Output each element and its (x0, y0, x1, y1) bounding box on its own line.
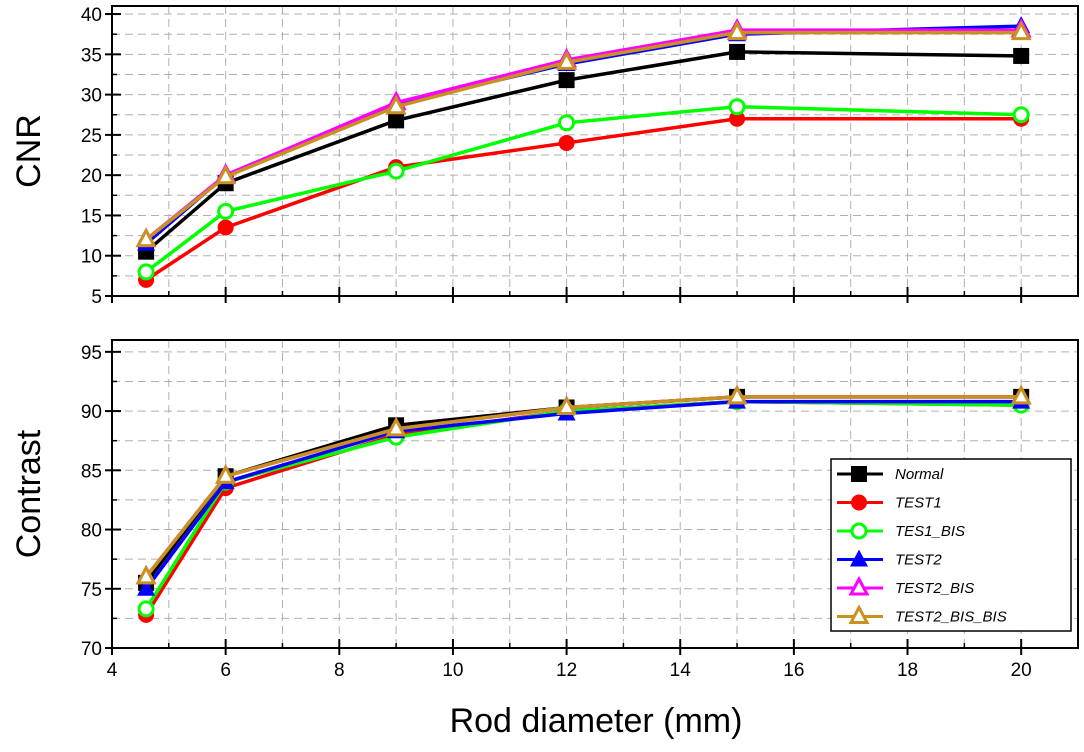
y-tick-label: 95 (81, 343, 102, 364)
data-point-tes1-bis (558, 114, 576, 132)
data-point-test2 (137, 578, 156, 596)
data-point-test2-bis-bis (556, 50, 578, 70)
data-point-test2-bis-bis (726, 20, 748, 41)
y-axis-label: CNR (10, 114, 48, 188)
x-tick-label: 18 (897, 660, 918, 681)
y-tick-label: 40 (81, 5, 102, 26)
data-point-test1 (558, 134, 575, 151)
legend-label: TEST2 (895, 552, 942, 569)
x-tick-label: 10 (442, 660, 463, 681)
series-line-test2-bis-bis (145, 30, 1022, 241)
legend-label: Normal (895, 466, 944, 483)
data-point-tes1-bis (1012, 106, 1030, 124)
legend-item-test2-bis-bis: TEST2_BIS_BIS (837, 604, 1007, 626)
y-tick-label: 85 (81, 461, 102, 482)
y-tick-label: 25 (81, 126, 102, 147)
data-point-test1 (217, 219, 234, 236)
data-point-tes1-bis (217, 202, 235, 220)
panel-contrast: 70 75 80 85 90 95 4 6 8 10 12 14 16 18 20 Contrast Rod d… (10, 339, 1079, 740)
x-tick-label: 16 (783, 660, 804, 681)
legend-marker (850, 522, 868, 540)
data-point-test2-bis-bis (385, 94, 407, 115)
data-point-test2-bis-bis (1010, 384, 1032, 405)
y-tick-label: 75 (81, 580, 102, 601)
series-tes1-bis (137, 98, 1030, 281)
y-tick-label: 5 (91, 287, 102, 308)
data-point-test2-bis-bis (556, 395, 578, 416)
legend-item-tes1-bis: TES1_BIS (837, 522, 965, 540)
data-point-test2-bis-bis (726, 384, 748, 405)
legend-marker (848, 575, 870, 596)
data-point-tes1-bis (137, 600, 155, 618)
y-tick-label: 15 (81, 206, 102, 227)
data-point-tes1-bis (728, 98, 746, 116)
x-axis-label: Rod diameter (mm) (450, 702, 743, 740)
legend-label: TEST1 (895, 495, 942, 512)
data-point-normal (1013, 47, 1030, 64)
x-tick-label: 20 (1011, 660, 1032, 681)
legend-label: TES1_BIS (895, 523, 965, 540)
legend-item-test2: TEST2 (837, 549, 942, 569)
data-point-normal (388, 112, 405, 129)
legend-marker (851, 494, 867, 511)
series-normal (138, 43, 1030, 260)
legend-item-normal: Normal (837, 466, 944, 483)
panel-cnr: 5 10 15 20 25 30 35 40 CNR (10, 5, 1079, 308)
data-point-normal (558, 72, 575, 89)
data-point-normal (729, 43, 746, 60)
y-axis-label: Contrast (10, 429, 48, 558)
series-line-normal (144, 50, 1022, 254)
x-tick-label: 8 (334, 660, 345, 681)
data-point-test2-bis-bis (215, 464, 237, 484)
legend: Normal TEST1 TES1_BIS TEST2 TEST2_BIS TEST2_B… (830, 458, 1072, 632)
data-point-test2-bis-bis (385, 416, 407, 437)
data-point-test2-bis-bis (1010, 20, 1032, 41)
y-tick-label: 80 (81, 521, 102, 542)
y-tick-label: 30 (81, 86, 102, 107)
legend-item-test2-bis: TEST2_BIS (837, 575, 974, 597)
series-line-test2 (144, 399, 1022, 590)
series-line-test1 (145, 117, 1022, 282)
data-point-test2-bis-bis (135, 227, 157, 248)
legend-label: TEST2_BIS_BIS (895, 609, 1007, 626)
y-tick-label: 90 (81, 402, 102, 423)
series-line-tes1-bis (145, 104, 1022, 274)
y-tick-label: 35 (81, 45, 102, 66)
legend-item-test1: TEST1 (837, 494, 942, 512)
x-tick-label: 14 (670, 660, 692, 681)
x-tick-label: 6 (220, 660, 231, 681)
y-tick-label: 70 (81, 639, 102, 660)
y-tick-label: 20 (81, 166, 102, 187)
legend-box (830, 458, 1072, 632)
x-tick-label: 12 (556, 660, 577, 681)
x-tick-label: 4 (107, 660, 118, 681)
legend-marker (850, 549, 868, 567)
legend-marker (851, 466, 867, 482)
series-line-test2-bis-bis (144, 395, 1022, 579)
y-tick-label: 10 (81, 247, 102, 268)
legend-marker (848, 604, 870, 624)
data-point-test2-bis-bis (215, 164, 237, 185)
plot-frame (111, 5, 1079, 297)
data-point-tes1-bis (137, 263, 155, 281)
series-test2-bis-bis (135, 384, 1032, 585)
legend-label: TEST2_BIS (895, 580, 974, 597)
plot-frame (111, 339, 1079, 649)
series-test2-bis-bis (135, 20, 1032, 248)
data-point-test2-bis-bis (135, 564, 157, 585)
data-point-test1 (729, 110, 746, 127)
data-point-tes1-bis (387, 162, 405, 180)
